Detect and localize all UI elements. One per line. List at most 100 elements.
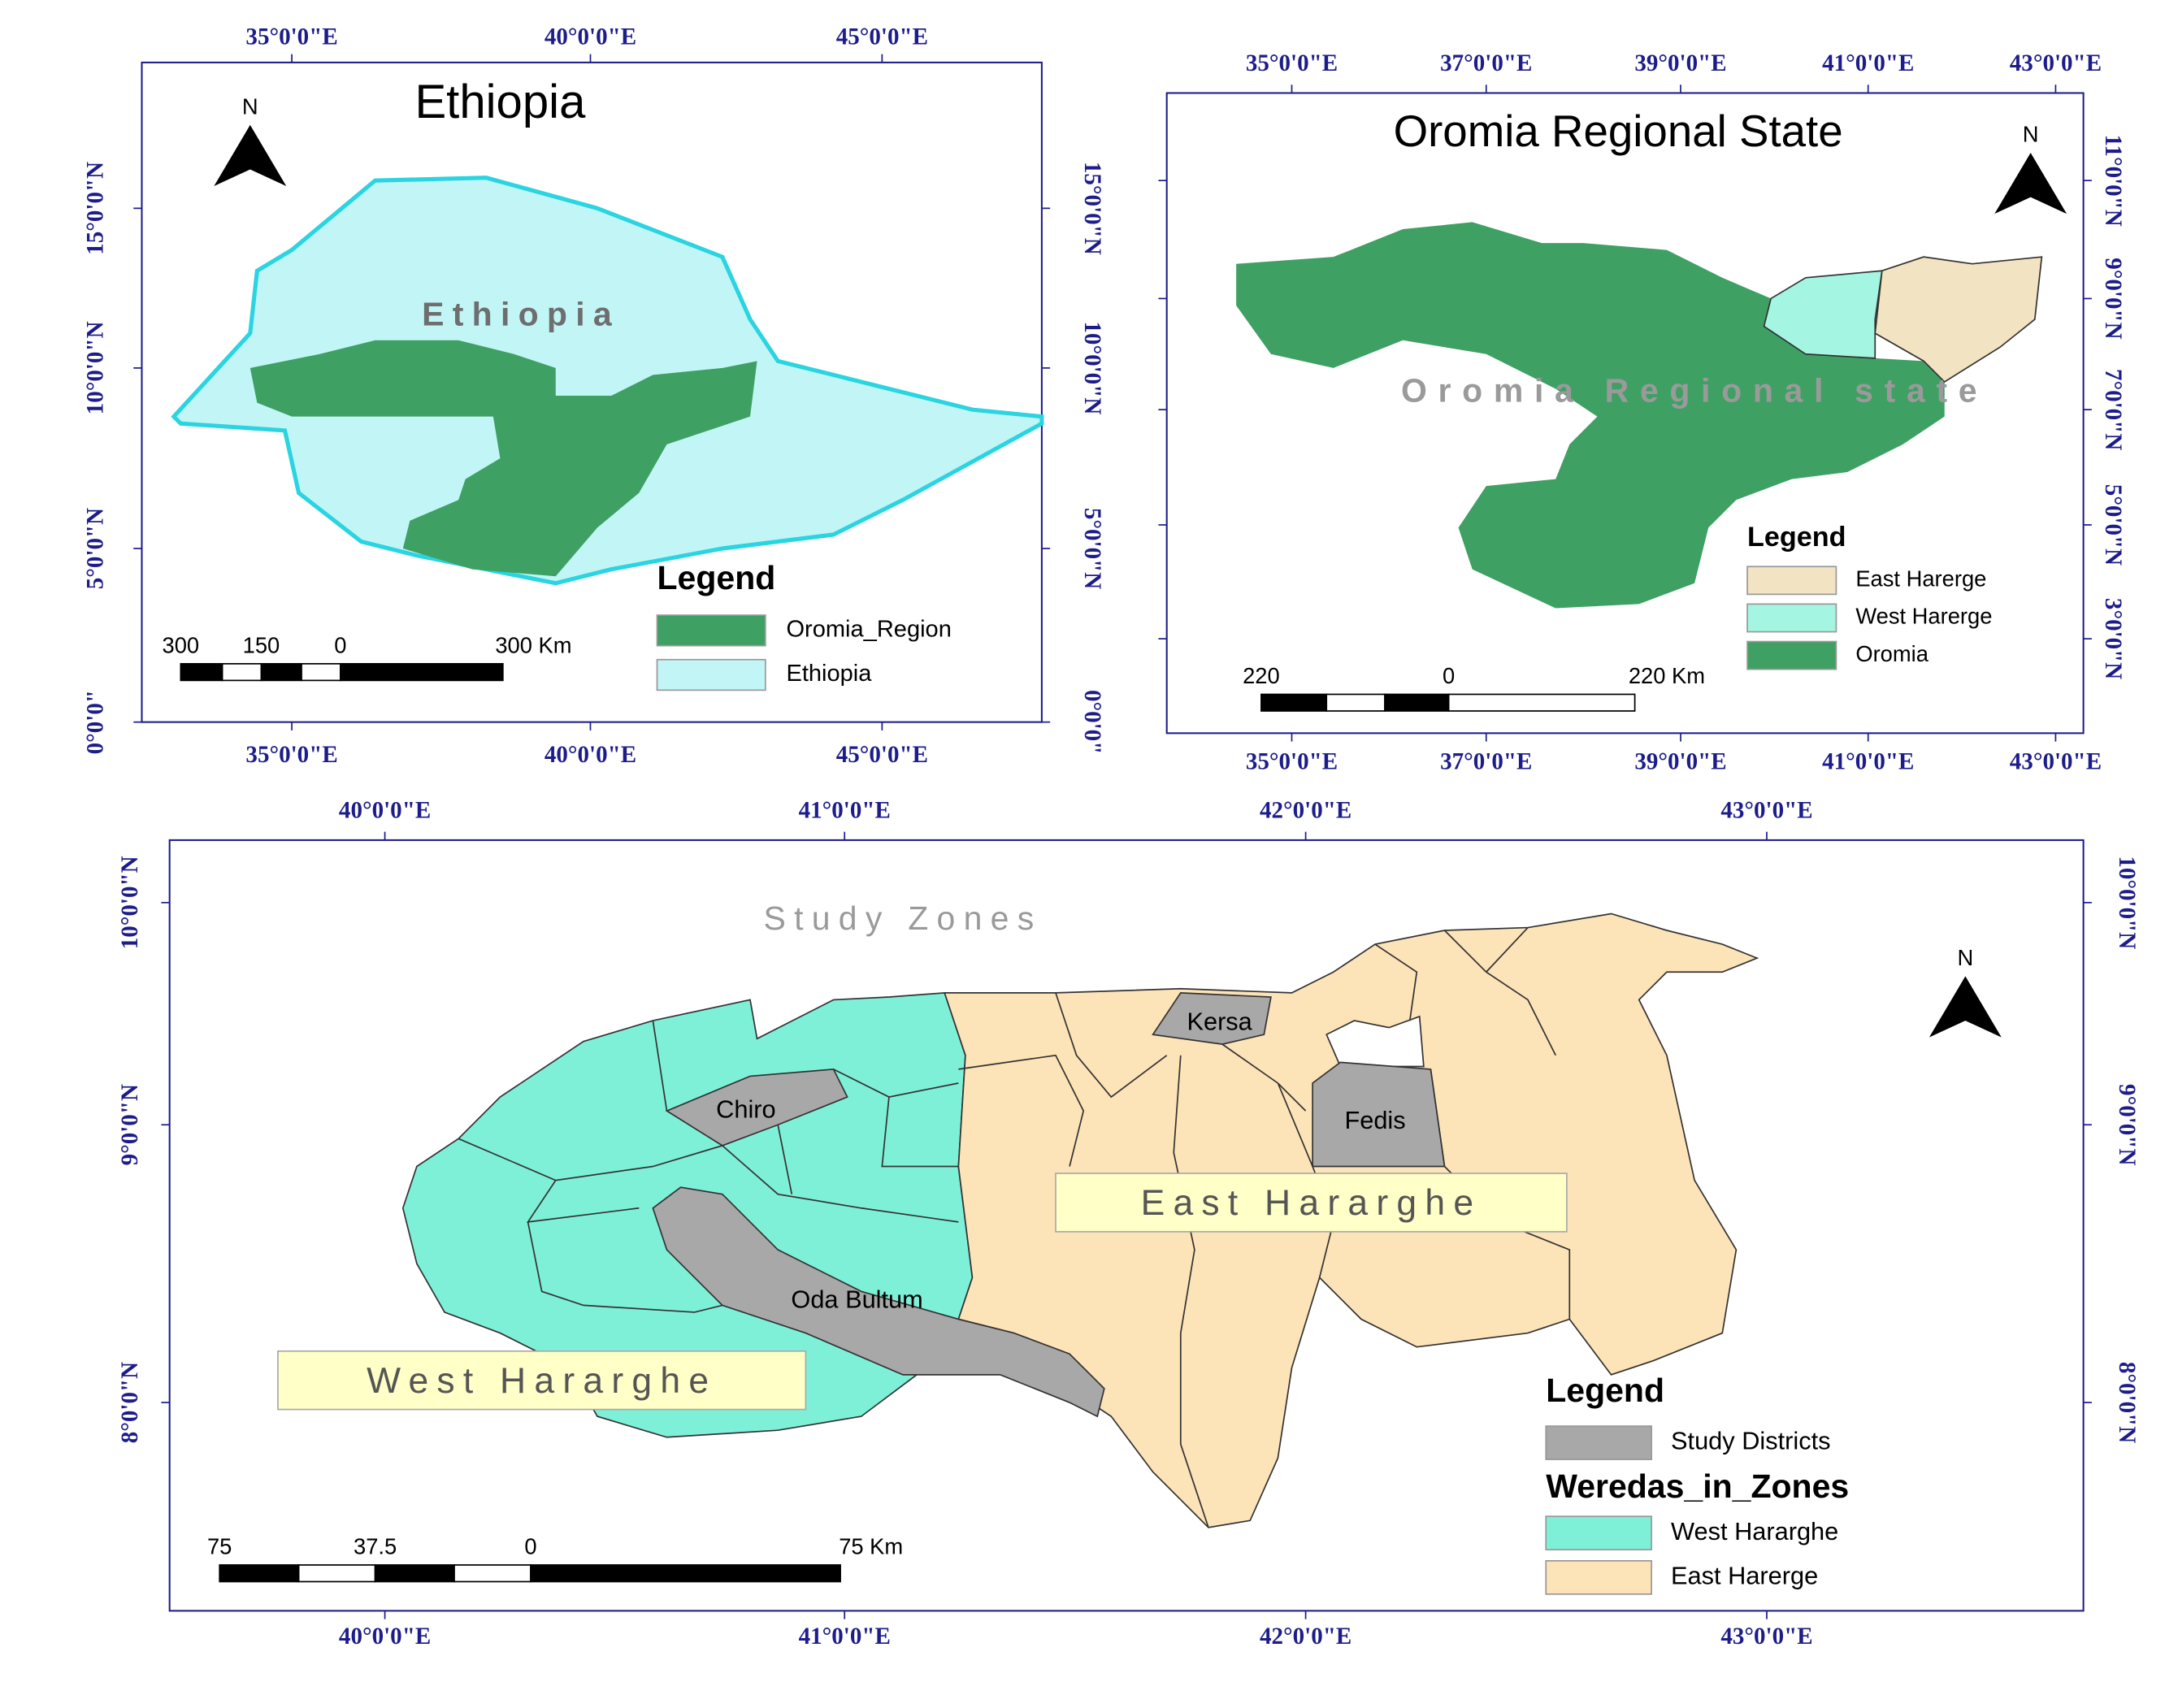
lat-tick-label: 8°0'0"N [2114, 1362, 2140, 1443]
legend-swatch [1746, 640, 1837, 670]
scale-bar-segment [1325, 693, 1386, 712]
scale-bar-label: 0 [524, 1534, 536, 1559]
lon-tick-label: 42°0'0"E [1260, 1623, 1351, 1649]
lon-tick-label: 40°0'0"E [339, 797, 431, 823]
lon-tick-label: 39°0'0"E [1634, 50, 1726, 76]
scale-bar-segment [453, 1564, 531, 1583]
north-arrow [1929, 976, 2002, 1038]
scale-bar-segment [1384, 693, 1450, 712]
scale-bar-segment [301, 663, 341, 682]
legend-swatch [656, 658, 766, 691]
panel-frame [168, 839, 2085, 1612]
zone-label-box [1055, 1173, 1568, 1233]
lat-tick-label: 5°0'0"N [2100, 484, 2126, 566]
lon-tick-label: 35°0'0"E [1246, 749, 1338, 775]
lon-tick-label: 40°0'0"E [544, 24, 636, 50]
scale-bar-label: 300 [163, 633, 200, 658]
legend-swatch [1545, 1559, 1652, 1595]
scale-bar-label: 75 [207, 1534, 232, 1559]
lon-tick-label: 40°0'0"E [544, 742, 636, 768]
lon-tick-label: 42°0'0"E [1260, 797, 1351, 823]
legend-label: West Hararghe [1671, 1517, 1838, 1545]
lat-tick-label: 0°0'0" [1079, 690, 1105, 754]
panel-frame [141, 61, 1043, 723]
lon-tick-label: 39°0'0"E [1634, 749, 1726, 775]
legend-title: Legend [1747, 522, 1846, 553]
scale-bar-segment [221, 663, 262, 682]
lon-tick-label: 37°0'0"E [1440, 50, 1532, 76]
map-label: Oromia Regional state [1401, 371, 1988, 409]
lat-tick-label: 9°0'0"N [2100, 258, 2126, 339]
ethiopia-shape [171, 176, 1044, 586]
scale-bar-label: 0 [1443, 663, 1455, 688]
lon-tick-label: 41°0'0"E [799, 797, 891, 823]
legend-label: West Harerge [1855, 604, 1992, 629]
study-district-shape [1312, 1061, 1446, 1168]
north-arrow [1994, 152, 2067, 215]
legend-label: Oromia [1855, 641, 1929, 666]
west-harerge-shape [1763, 270, 1883, 359]
lat-tick-label: 15°0'0"N [1079, 162, 1105, 255]
lon-tick-label: 43°0'0"E [1720, 797, 1812, 823]
district-label: Fedis [1344, 1106, 1405, 1134]
lat-tick-label: 10°0'0"N [117, 856, 143, 949]
scale-bar-segment [340, 663, 504, 682]
north-label: N [242, 94, 258, 119]
lat-tick-label: 10°0'0"N [1079, 321, 1105, 414]
legend-swatch [1746, 566, 1837, 596]
lat-tick-label: 9°0'0"N [2114, 1084, 2140, 1165]
lat-tick-label: 10°0'0"N [82, 321, 108, 414]
lon-tick-label: 43°0'0"E [1720, 1623, 1812, 1649]
study-district-shape [1152, 992, 1272, 1045]
zone-label-box [277, 1350, 807, 1411]
north-arrow [214, 124, 287, 186]
oromia-shape [249, 340, 757, 577]
legend-swatch [656, 614, 766, 647]
legend-swatch [1746, 603, 1837, 633]
lat-tick-label: 8°0'0"N [117, 1362, 143, 1443]
lon-tick-label: 45°0'0"E [836, 24, 928, 50]
study-district-shape [665, 1068, 848, 1147]
map-title: Oromia Regional State [1394, 106, 1843, 156]
scale-bar-segment [1260, 693, 1328, 712]
lon-tick-label: 35°0'0"E [245, 742, 337, 768]
oromia-shape [1236, 222, 1945, 609]
map-label: Ethiopia [422, 295, 620, 332]
scale-bar-segment [180, 663, 223, 682]
east-harerge-shape [1874, 256, 2043, 384]
district-label: Kersa [1187, 1008, 1252, 1036]
lon-tick-label: 35°0'0"E [1246, 50, 1338, 76]
legend-subtitle: Weredas_in_Zones [1546, 1467, 1849, 1505]
panel-frame [1165, 92, 2085, 735]
scale-bar-label: 220 [1243, 663, 1280, 688]
legend-label: East Harerge [1855, 566, 1986, 592]
scale-bar-segment [260, 663, 302, 682]
lat-tick-label: 7°0'0"N [2100, 369, 2126, 450]
lat-tick-label: 0°0'0" [82, 690, 108, 754]
district-label: Chiro [716, 1095, 775, 1123]
zone-label: East Hararghe [1141, 1183, 1482, 1223]
north-label: N [2023, 122, 2039, 147]
legend-swatch [1545, 1515, 1652, 1551]
legend-label: Ethiopia [786, 661, 872, 687]
lon-tick-label: 45°0'0"E [836, 742, 928, 768]
scale-bar-label: 150 [243, 633, 280, 658]
lon-tick-label: 43°0'0"E [2010, 749, 2102, 775]
lon-tick-label: 41°0'0"E [1822, 749, 1914, 775]
scale-bar-label: 220 Km [1629, 663, 1705, 688]
scale-bar-segment [219, 1564, 300, 1583]
lon-tick-label: 43°0'0"E [2010, 50, 2102, 76]
scale-bar-segment [374, 1564, 455, 1583]
scale-bar-segment [297, 1564, 376, 1583]
lon-tick-label: 41°0'0"E [1822, 50, 1914, 76]
legend-label: Oromia_Region [786, 617, 951, 643]
lon-tick-label: 40°0'0"E [339, 1623, 431, 1649]
scale-bar-label: 0 [334, 633, 346, 658]
scale-bar-label: 75 Km [839, 1534, 903, 1559]
lat-tick-label: 9°0'0"N [117, 1084, 143, 1165]
map-label: Study Zones [764, 900, 1043, 937]
lon-tick-label: 41°0'0"E [799, 1623, 891, 1649]
lon-tick-label: 37°0'0"E [1440, 749, 1532, 775]
